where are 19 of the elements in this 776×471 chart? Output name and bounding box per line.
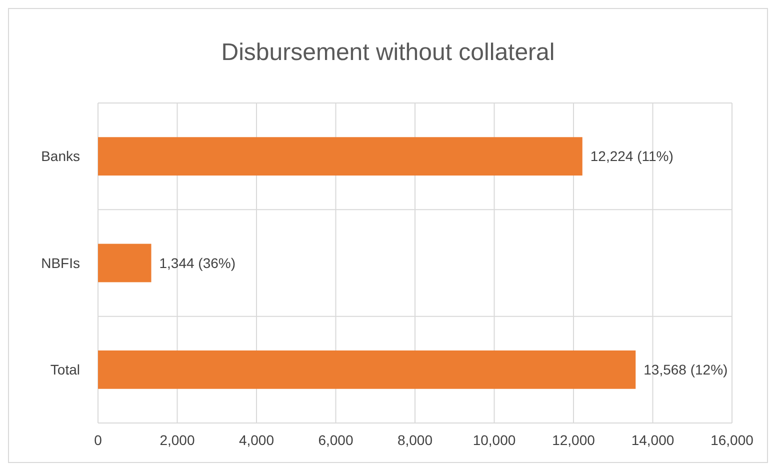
x-tick-label: 10,000 xyxy=(472,432,516,448)
bar xyxy=(98,350,636,389)
y-tick-label: Total xyxy=(50,362,80,378)
x-tick-label: 16,000 xyxy=(710,432,754,448)
data-label: 13,568 (12%) xyxy=(644,362,728,378)
y-tick-label: NBFIs xyxy=(41,254,80,271)
chart-title: Disbursement without collateral xyxy=(221,39,555,66)
bar xyxy=(98,137,582,176)
x-tick-label: 12,000 xyxy=(552,432,596,448)
x-tick-label: 4,000 xyxy=(238,432,274,448)
data-label: 12,224 (11%) xyxy=(590,148,674,164)
x-tick-label: 6,000 xyxy=(318,432,354,448)
y-tick-label: Banks xyxy=(41,148,80,164)
bar xyxy=(98,244,152,282)
x-tick-label: 14,000 xyxy=(631,432,674,448)
x-tick-label: 2,000 xyxy=(160,432,195,448)
data-label: 1,344 (36%) xyxy=(159,254,236,271)
x-tick-label: 8,000 xyxy=(397,432,433,448)
x-tick-label: 0 xyxy=(94,432,102,448)
